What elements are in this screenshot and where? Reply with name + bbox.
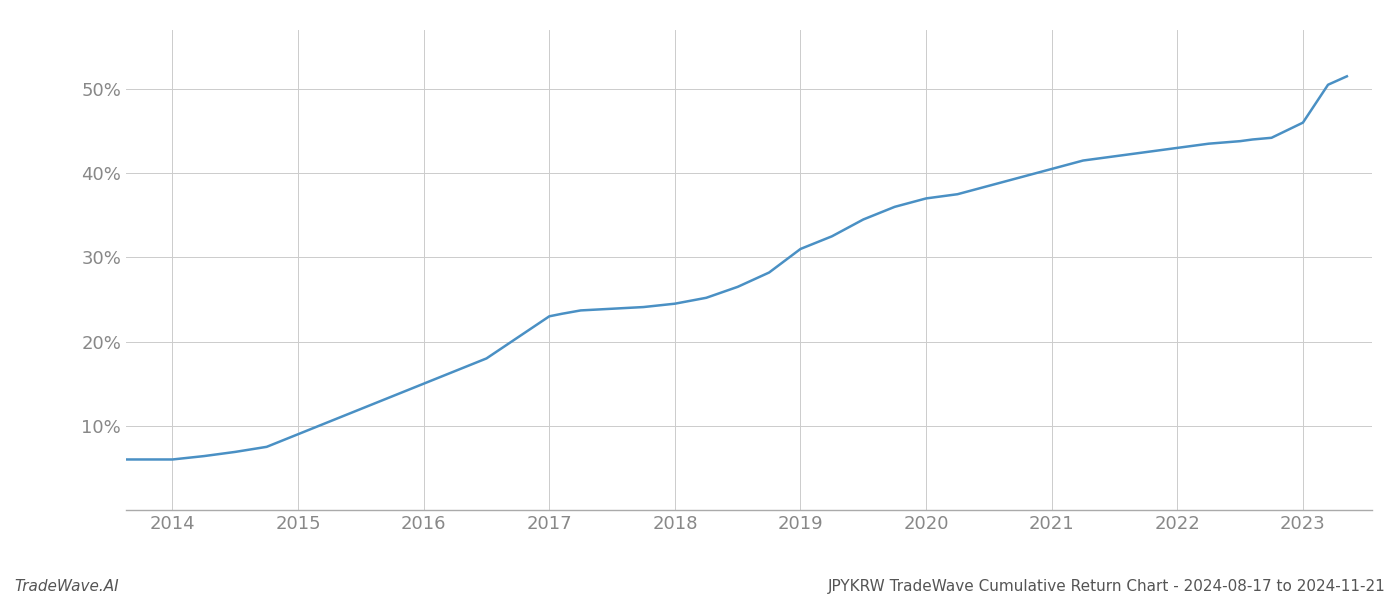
Text: TradeWave.AI: TradeWave.AI — [14, 579, 119, 594]
Text: JPYKRW TradeWave Cumulative Return Chart - 2024-08-17 to 2024-11-21: JPYKRW TradeWave Cumulative Return Chart… — [829, 579, 1386, 594]
